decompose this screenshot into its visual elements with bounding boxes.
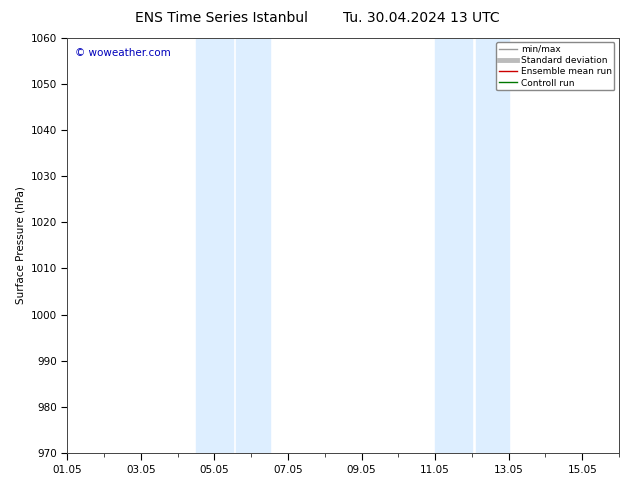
Y-axis label: Surface Pressure (hPa): Surface Pressure (hPa) (15, 187, 25, 304)
Bar (476, 38, 508, 453)
Bar (236, 38, 269, 453)
Text: © woweather.com: © woweather.com (75, 48, 171, 58)
Bar (196, 38, 233, 453)
Legend: min/max, Standard deviation, Ensemble mean run, Controll run: min/max, Standard deviation, Ensemble me… (496, 42, 614, 90)
Text: ENS Time Series Istanbul        Tu. 30.04.2024 13 UTC: ENS Time Series Istanbul Tu. 30.04.2024 … (134, 11, 500, 25)
Bar (435, 38, 472, 453)
